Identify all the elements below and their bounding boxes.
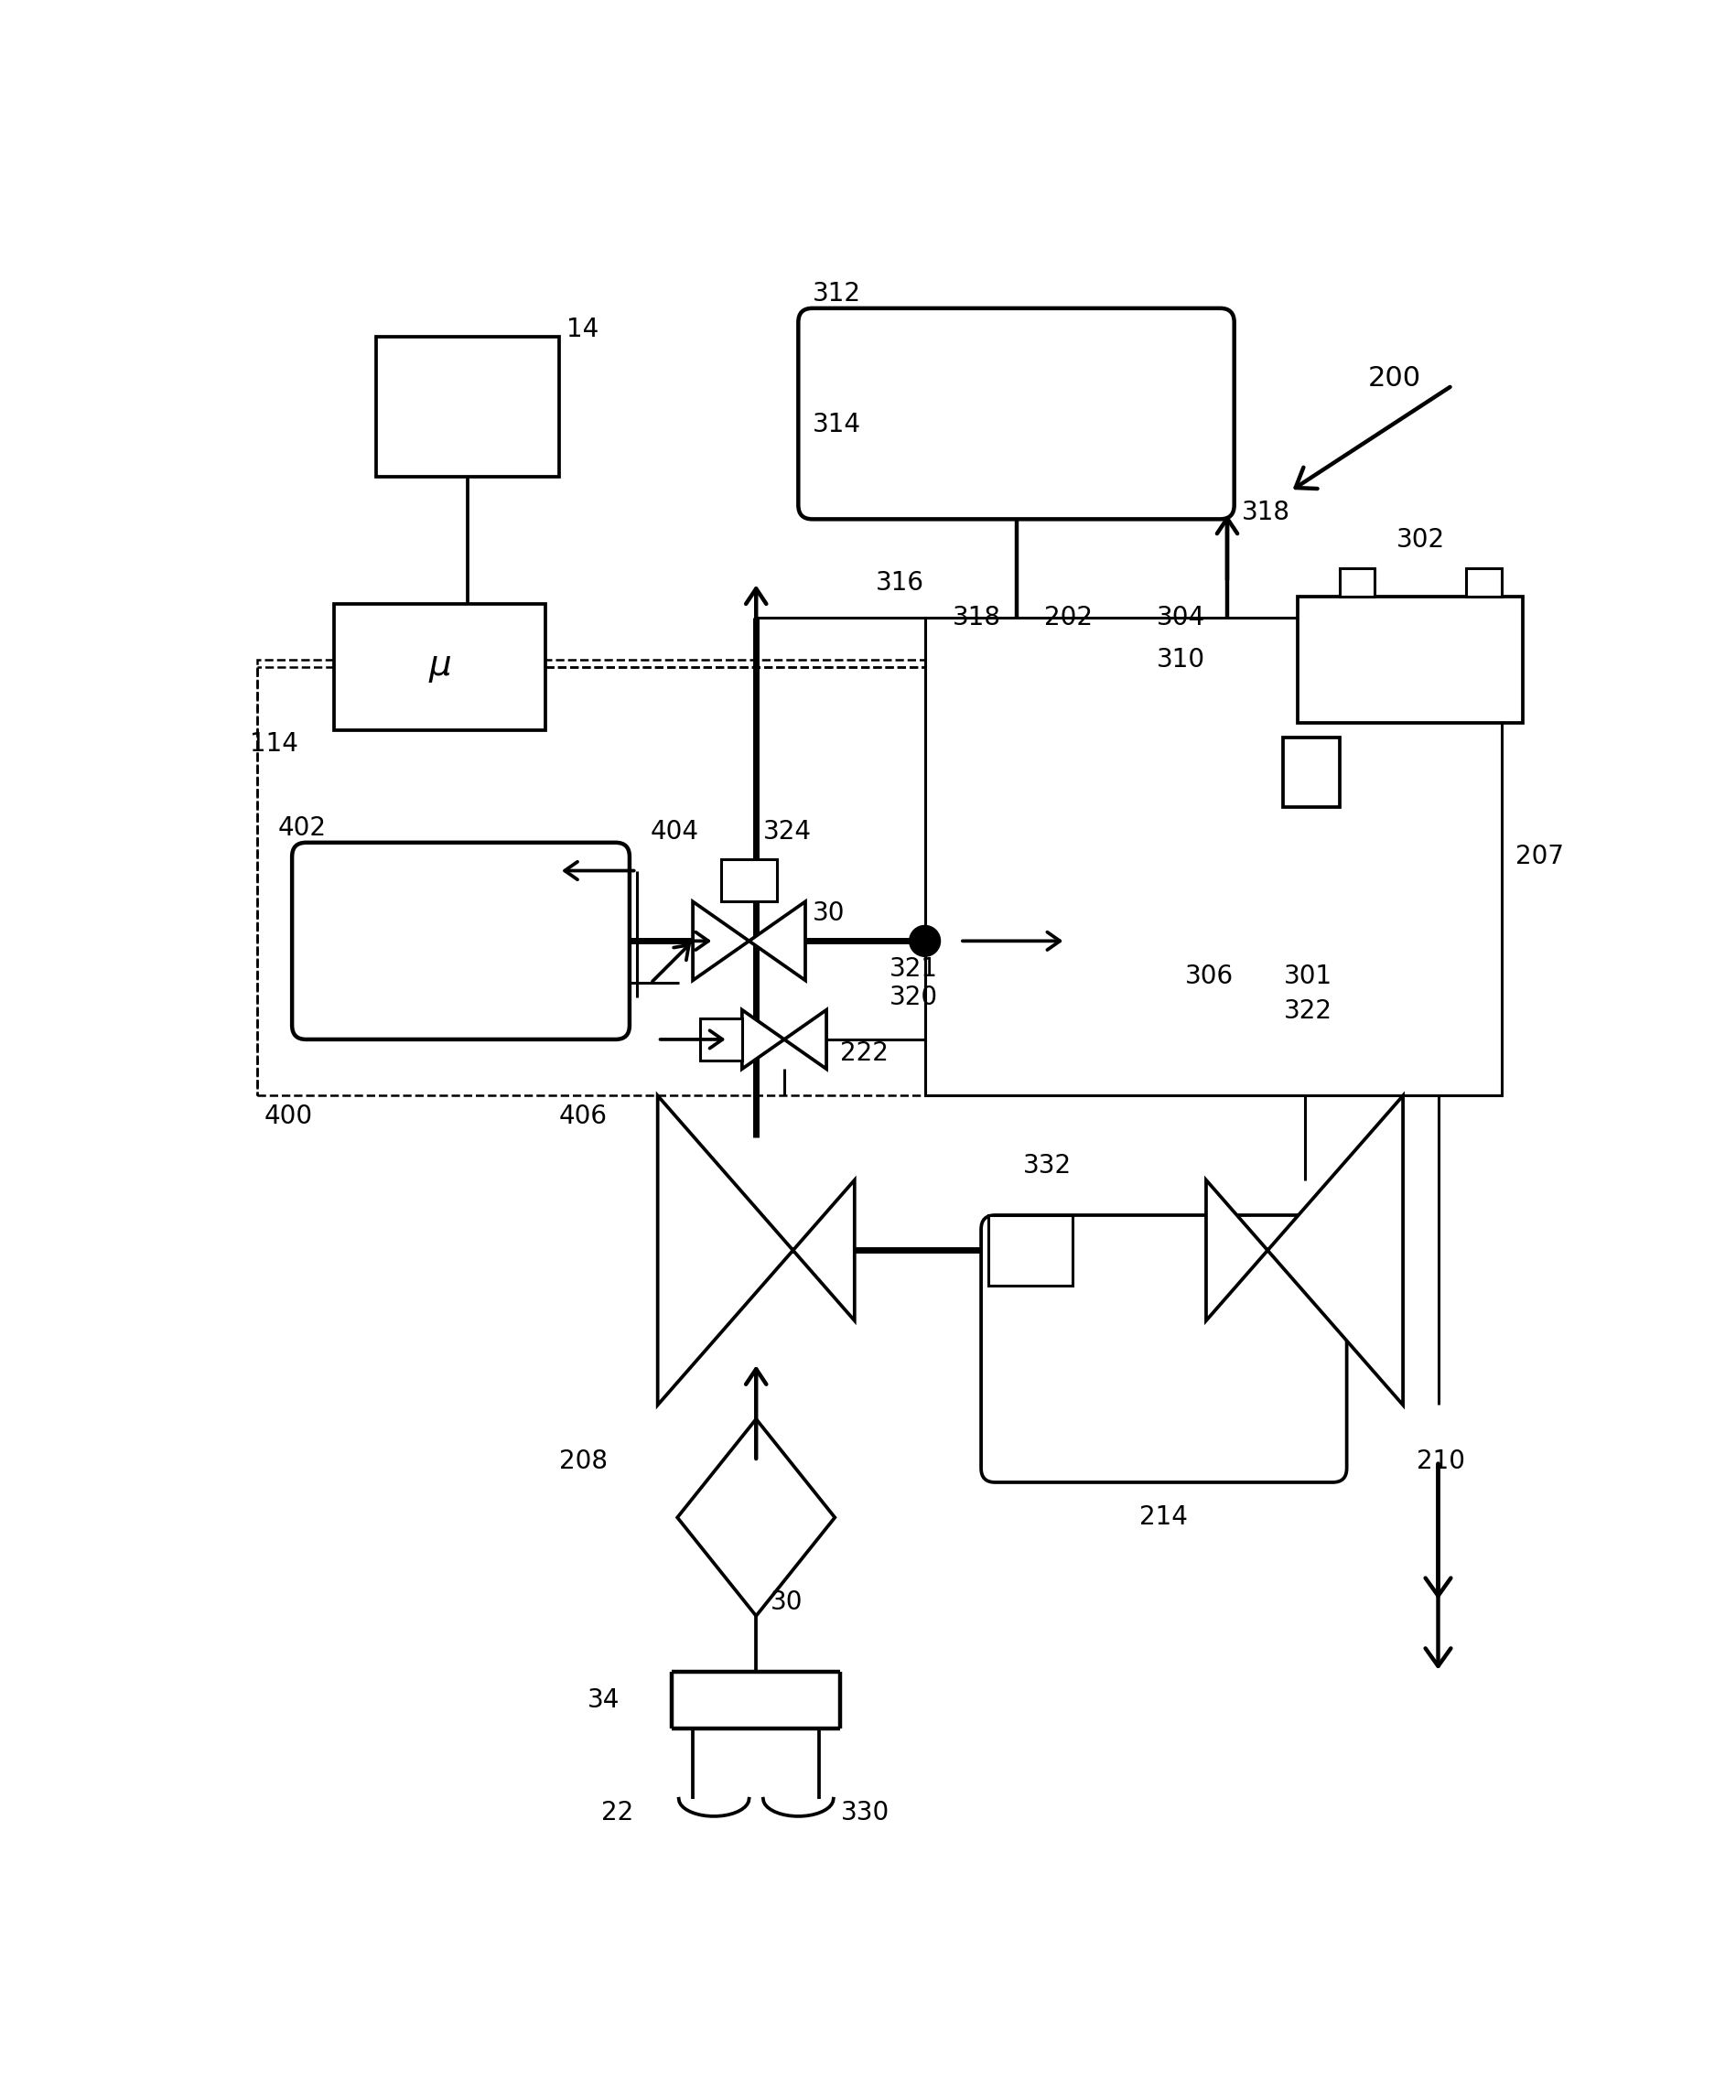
Text: 306: 306	[1186, 964, 1234, 989]
Text: 404: 404	[651, 819, 700, 844]
Bar	[1467, 569, 1502, 596]
Text: 14: 14	[566, 317, 599, 342]
Text: $\mu$: $\mu$	[429, 649, 451, 685]
Text: 314: 314	[812, 412, 861, 437]
Text: 202: 202	[1045, 605, 1094, 630]
Bar	[988, 1216, 1073, 1285]
Text: 310: 310	[1156, 647, 1205, 672]
Text: 114: 114	[250, 731, 299, 756]
Polygon shape	[748, 901, 806, 981]
FancyBboxPatch shape	[292, 842, 630, 1040]
FancyBboxPatch shape	[799, 309, 1234, 519]
Polygon shape	[1207, 1096, 1403, 1405]
Bar	[377, 336, 559, 477]
Text: 30: 30	[771, 1590, 802, 1615]
Polygon shape	[741, 1010, 785, 1069]
Text: 22: 22	[601, 1800, 634, 1825]
Text: 332: 332	[1023, 1153, 1071, 1178]
Text: 318: 318	[953, 605, 1002, 630]
Polygon shape	[785, 1010, 826, 1069]
Text: 324: 324	[764, 819, 812, 844]
Text: 321: 321	[891, 956, 937, 983]
FancyBboxPatch shape	[981, 1216, 1347, 1483]
Text: 322: 322	[1283, 998, 1332, 1025]
Text: 304: 304	[1156, 605, 1205, 630]
Bar	[335, 603, 545, 731]
Text: 402: 402	[278, 815, 326, 842]
Text: 222: 222	[840, 1042, 889, 1067]
Bar	[1340, 569, 1375, 596]
Bar	[257, 659, 1156, 1096]
Text: 208: 208	[559, 1449, 608, 1474]
Bar	[1297, 596, 1522, 722]
Circle shape	[910, 926, 941, 956]
Text: 400: 400	[264, 1105, 312, 1130]
Text: 312: 312	[812, 281, 861, 307]
Text: 214: 214	[1141, 1506, 1187, 1531]
Bar	[974, 638, 1340, 773]
Text: 316: 316	[875, 569, 924, 594]
Bar	[700, 1018, 741, 1060]
Text: 207: 207	[1516, 844, 1564, 869]
Text: 302: 302	[1396, 527, 1444, 552]
Text: 406: 406	[559, 1105, 608, 1130]
Bar	[925, 617, 1502, 1096]
Polygon shape	[693, 901, 748, 981]
Text: 320: 320	[891, 985, 939, 1010]
Bar	[720, 859, 778, 901]
Polygon shape	[658, 1096, 854, 1405]
Text: 318: 318	[1241, 500, 1290, 525]
Text: 30: 30	[812, 901, 845, 926]
Polygon shape	[677, 1420, 835, 1615]
Text: 200: 200	[1368, 365, 1422, 393]
Text: 210: 210	[1417, 1449, 1465, 1474]
Text: 301: 301	[1283, 964, 1332, 989]
Text: 34: 34	[587, 1688, 620, 1714]
Bar	[974, 773, 1340, 941]
Text: 330: 330	[840, 1800, 889, 1825]
Bar	[1283, 737, 1340, 806]
